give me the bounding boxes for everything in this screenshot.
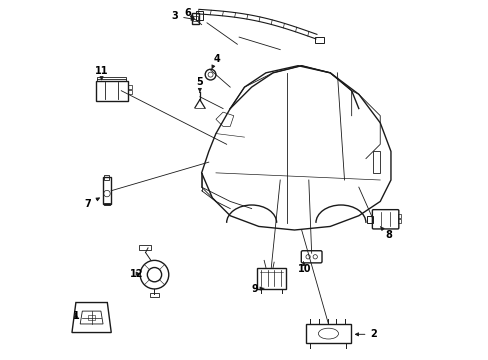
Text: 6: 6: [183, 8, 193, 18]
Bar: [150, 293, 159, 297]
Bar: [196, 11, 203, 19]
Text: 8: 8: [380, 226, 391, 240]
Bar: [397, 213, 401, 218]
Bar: [191, 13, 199, 24]
Bar: [366, 216, 373, 223]
Text: 3: 3: [171, 11, 194, 21]
Bar: [397, 219, 401, 223]
Text: 11: 11: [95, 66, 108, 80]
Text: 2: 2: [355, 329, 376, 339]
Bar: [305, 324, 350, 343]
Bar: [139, 245, 151, 250]
Bar: [88, 315, 95, 320]
Text: 10: 10: [297, 261, 311, 274]
Text: 5: 5: [196, 77, 203, 92]
Text: 7: 7: [84, 198, 99, 209]
Text: 4: 4: [211, 54, 220, 69]
Text: 1: 1: [72, 311, 79, 321]
Bar: [257, 267, 285, 289]
Bar: [97, 77, 125, 81]
Bar: [104, 175, 109, 180]
Text: 12: 12: [130, 269, 143, 279]
Text: 9: 9: [251, 284, 264, 294]
Bar: [315, 37, 324, 43]
Bar: [193, 17, 198, 21]
Bar: [127, 85, 132, 89]
Bar: [127, 90, 132, 94]
Bar: [102, 177, 111, 204]
Bar: [95, 81, 127, 100]
